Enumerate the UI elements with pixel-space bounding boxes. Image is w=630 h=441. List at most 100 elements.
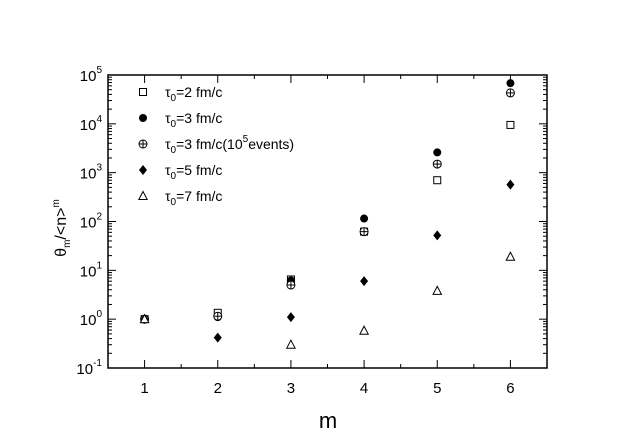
data-point — [286, 312, 295, 323]
legend-label-part: τ — [165, 136, 171, 152]
filled-circle-marker — [360, 214, 369, 223]
x-tick-label: 6 — [506, 380, 514, 397]
filled-diamond-marker — [139, 165, 147, 175]
y-axis-label-sup: m — [51, 199, 62, 207]
legend-marker — [138, 139, 148, 149]
open-triangle-marker — [359, 325, 370, 335]
legend-label-part: τ — [165, 188, 171, 204]
data-point — [506, 79, 515, 88]
x-axis-label: m — [319, 408, 337, 433]
data-marker-layer — [139, 79, 516, 349]
x-tick-label: 1 — [140, 380, 148, 397]
y-axis-label: θm/<n>m — [51, 199, 73, 257]
legend-label: τ0=7 fm/c — [165, 188, 222, 208]
legend-label-part: 0 — [171, 197, 177, 208]
legend-label-part: τ — [165, 110, 171, 126]
y-tick-label-base: 10 — [80, 68, 97, 85]
legend-label-part: events) — [248, 136, 294, 152]
open-triangle-marker — [137, 190, 149, 200]
legend-marker — [139, 114, 147, 122]
filled-diamond-marker — [213, 332, 222, 343]
series-5 — [139, 251, 516, 349]
legend-item-4: τ0=5 fm/c — [139, 162, 222, 182]
legend-label: τ0=2 fm/c — [165, 84, 222, 104]
legend-item-2: τ0=3 fm/c — [139, 110, 222, 130]
data-point — [505, 251, 516, 261]
y-tick-label-base: 10 — [80, 263, 97, 280]
legend-label-part: =2 fm/c — [176, 84, 222, 100]
data-point — [286, 280, 296, 290]
legend-label-part: 0 — [171, 145, 177, 156]
data-point — [359, 325, 370, 335]
y-tick-label: 100 — [80, 309, 103, 329]
legend-item-5: τ0=7 fm/c — [137, 188, 222, 208]
legend-label: τ0=3 fm/c — [165, 110, 222, 130]
legend-label-part: 0 — [171, 119, 177, 130]
y-axis-label-mid: /<n> — [53, 208, 70, 240]
y-tick-label: 105 — [80, 65, 103, 85]
x-tick-label: 4 — [360, 380, 368, 397]
legend-label-part: 0 — [171, 93, 177, 104]
filled-diamond-marker — [286, 312, 295, 323]
series-4 — [140, 179, 515, 343]
data-point — [360, 214, 369, 223]
y-tick-label-exponent: 3 — [96, 163, 102, 174]
legend-marker — [139, 165, 147, 175]
open-triangle-marker — [285, 339, 296, 349]
y-tick-label-exponent: 1 — [96, 260, 102, 271]
data-point — [505, 88, 515, 98]
y-tick-label: 102 — [80, 212, 103, 232]
open-square-marker — [139, 88, 147, 96]
open-triangle-marker — [432, 285, 443, 295]
y-axis-label-main: θ — [53, 248, 70, 257]
y-tick-label: 104 — [80, 114, 103, 134]
open-triangle-marker — [139, 313, 150, 324]
data-point — [213, 311, 223, 321]
y-tick-label-base: 10 — [80, 166, 97, 183]
y-tick-label-exponent: 0 — [96, 309, 102, 320]
y-tick-label: 101 — [80, 260, 103, 280]
x-tick-label: 3 — [287, 380, 295, 397]
data-point — [506, 179, 515, 190]
legend-marker — [139, 88, 147, 96]
filled-diamond-marker — [506, 179, 515, 190]
y-tick-label-exponent: -1 — [93, 358, 102, 369]
open-triangle-marker — [505, 251, 516, 261]
data-point — [139, 313, 150, 324]
legend-label-part: τ — [165, 84, 171, 100]
legend-label-part: 0 — [171, 171, 177, 182]
data-point — [360, 276, 369, 287]
x-tick-label: 2 — [214, 380, 222, 397]
legend-label: τ0=5 fm/c — [165, 162, 222, 182]
legend-item-3: τ0=3 fm/c(105events) — [138, 134, 294, 156]
data-point — [432, 285, 443, 295]
data-point — [433, 230, 442, 241]
y-tick-label-base: 10 — [76, 361, 93, 378]
data-point — [213, 332, 222, 343]
filled-circle-marker — [433, 148, 442, 157]
legend-label-part: =7 fm/c — [176, 188, 222, 204]
filled-circle-marker — [506, 79, 515, 88]
data-point — [359, 227, 369, 237]
filled-diamond-marker — [360, 276, 369, 287]
legend: τ0=2 fm/cτ0=3 fm/cτ0=3 fm/c(105events)τ0… — [137, 84, 294, 208]
y-tick-label-exponent: 5 — [96, 65, 102, 76]
filled-circle-marker — [139, 114, 147, 122]
y-tick-label-base: 10 — [80, 312, 97, 329]
data-point — [285, 339, 296, 349]
data-point — [432, 159, 442, 169]
legend-marker — [137, 190, 149, 200]
data-point — [506, 120, 515, 129]
y-tick-label: 10-1 — [76, 358, 102, 378]
y-axis-label-sub: m — [62, 240, 73, 248]
y-tick-label-base: 10 — [80, 215, 97, 232]
legend-label: τ0=3 fm/c(105events) — [165, 134, 294, 156]
y-tick-label-exponent: 4 — [96, 114, 102, 125]
axis-label-layer: m θm/<n>m — [51, 199, 337, 433]
open-square-marker — [433, 176, 442, 185]
y-tick-label-base: 10 — [80, 117, 97, 134]
legend-label-part: =5 fm/c — [176, 162, 222, 178]
